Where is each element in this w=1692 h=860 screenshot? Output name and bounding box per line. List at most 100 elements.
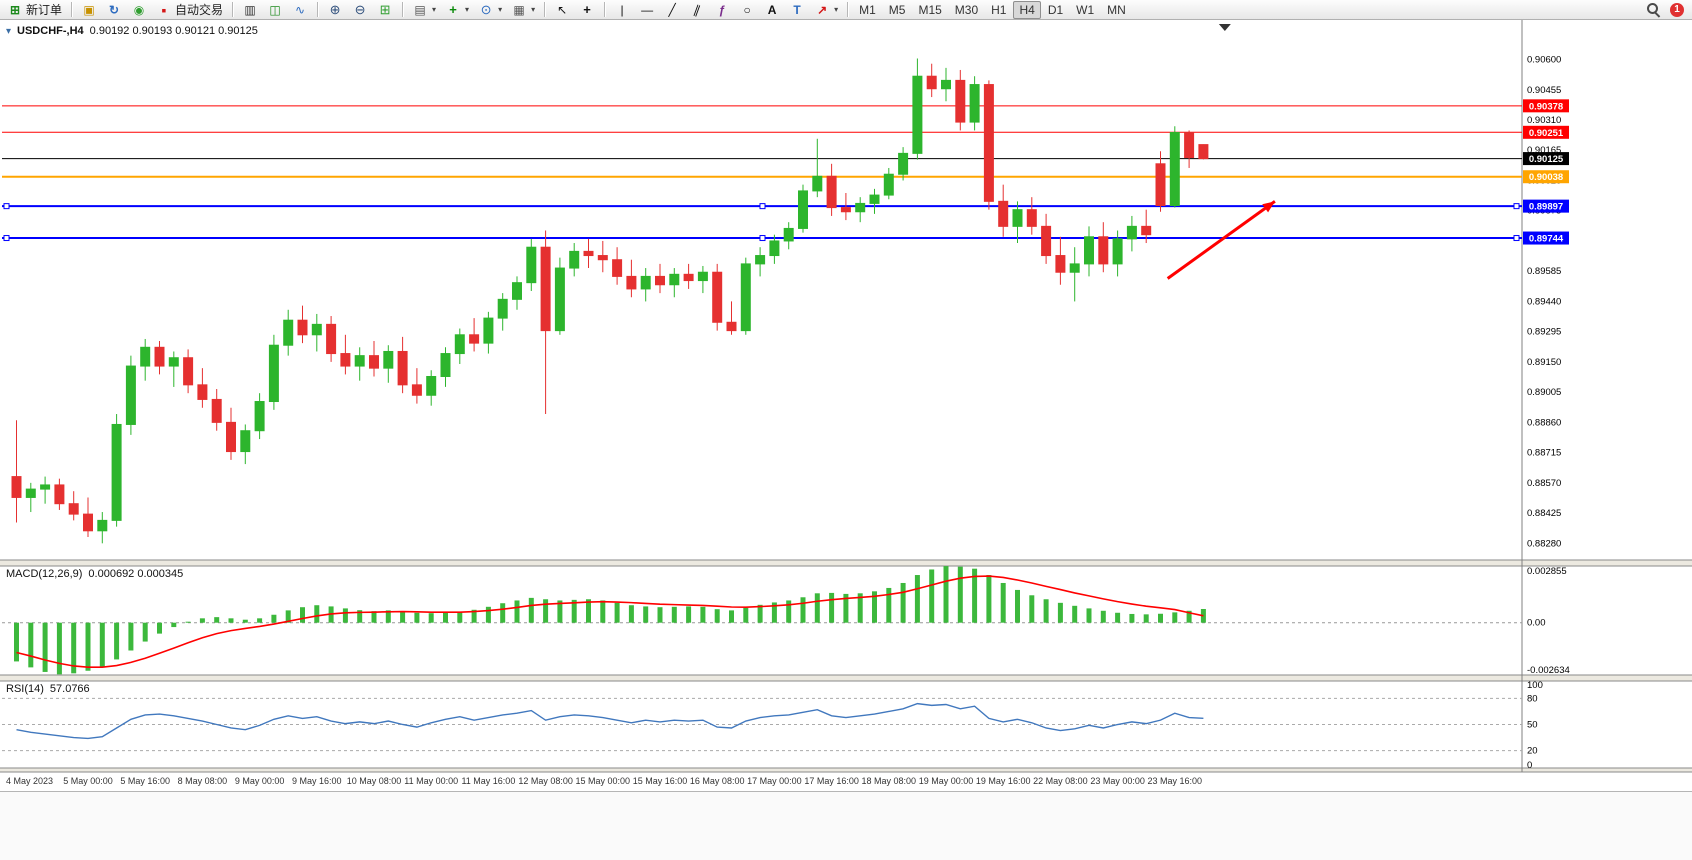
templates[interactable]: ▾ [507,1,539,19]
refresh-data[interactable] [102,1,126,19]
template-icon [511,2,527,18]
tf-D1[interactable]: D1 [1042,1,1069,19]
new-chart[interactable]: ▾ [408,1,440,19]
macd-bar [757,604,763,623]
tile-windows[interactable] [373,1,397,19]
price-axis-label: 0.88280 [1527,538,1561,549]
text-label[interactable] [785,1,809,19]
candle [669,273,680,286]
time-axis-label: 8 May 08:00 [178,776,228,786]
macd-bar [285,610,291,623]
new-chart-icon [412,2,428,18]
candle [311,323,322,336]
line-chart-mode[interactable] [288,1,312,19]
time-axis-label: 5 May 00:00 [63,776,113,786]
tf-H4[interactable]: H4 [1013,0,1041,19]
panel-splitter[interactable] [0,768,1692,772]
candle [440,353,451,377]
price-axis-label: 0.88715 [1527,448,1561,459]
shapes[interactable] [735,1,759,19]
search-icon[interactable] [1646,2,1661,17]
candle [268,344,279,403]
equidistant-channel[interactable] [685,1,709,19]
time-axis-label: 19 May 00:00 [919,776,974,786]
time-axis[interactable]: 4 May 2023 5 May 00:00 5 May 16:00 8 May 08… [6,776,1202,786]
price-axis-label: 0.89150 [1527,357,1561,368]
candle [1055,255,1066,273]
notification-badge[interactable]: 1 [1670,2,1684,17]
time-axis-label: 18 May 08:00 [862,776,917,786]
trend-arrow[interactable] [1166,200,1276,280]
horizontal-line[interactable] [635,1,659,19]
macd-bar [643,606,649,623]
tf-M5[interactable]: M5 [883,1,912,19]
tf-M30[interactable]: M30 [949,1,984,19]
zoom-in[interactable] [323,1,347,19]
price-axis-label: 0.90600 [1527,55,1561,66]
candle [640,275,651,290]
line-handle[interactable] [1513,203,1520,210]
arrows[interactable]: ▾ [810,1,842,19]
panel-splitter[interactable] [0,560,1692,566]
candle [883,173,894,196]
macd-bar [1043,599,1049,623]
candle [54,484,65,505]
price-axis-label: 0.90165 [1527,145,1561,156]
tf-M5-label: M5 [888,2,906,17]
new-order[interactable]: 新订单 [3,1,66,19]
macd-bar [1015,589,1020,623]
cursor[interactable] [550,1,574,19]
line-handle[interactable] [1513,235,1520,242]
tf-M15[interactable]: M15 [912,1,947,19]
macd-histogram [14,566,1206,675]
macd-bar [586,599,591,623]
vline-icon [614,2,630,18]
line-handle[interactable] [3,203,10,210]
time-axis-label: 10 May 08:00 [347,776,402,786]
market-watch[interactable] [77,1,101,19]
tf-M1[interactable]: M1 [853,1,882,19]
macd-bar [56,622,62,675]
chart-canvas[interactable]: 0.906000.904550.903100.901650.900200.898… [0,20,1692,791]
candle [383,350,394,369]
candle [1112,238,1123,265]
periods[interactable]: ▾ [474,1,506,19]
line-handle[interactable] [759,235,766,242]
tf-MN[interactable]: MN [1101,1,1132,19]
macd-bar [228,618,234,623]
candle [969,84,980,123]
indicators[interactable]: ▾ [441,1,473,19]
candle [326,323,337,355]
text[interactable] [760,1,784,19]
autotrading[interactable]: 自动交易 [152,1,227,19]
vertical-line[interactable] [610,1,634,19]
macd-bar [1072,605,1078,623]
candle [111,423,122,521]
macd-bar [786,600,792,623]
line-handle[interactable] [759,203,766,210]
bar-chart-mode[interactable] [238,1,262,19]
panel-splitter[interactable] [0,675,1692,681]
expert-advisors[interactable] [127,1,151,19]
ea-icon [131,2,147,18]
macd-bar [185,621,191,623]
candle [68,503,79,515]
crosshair[interactable] [575,1,599,19]
zoom-in-icon [327,2,343,18]
candle [812,175,823,192]
candlestick-mode[interactable] [263,1,287,19]
chart-window[interactable]: 0.906000.904550.903100.901650.900200.898… [0,20,1692,791]
trendline[interactable] [660,1,684,19]
line-handle[interactable] [3,235,10,242]
candle [240,430,251,453]
candle [197,384,208,400]
price-tag-label: 0.89744 [1529,234,1564,245]
macd-bar [371,611,377,623]
zoom-out[interactable] [348,1,372,19]
toolbar-separator [847,2,849,17]
fibonacci[interactable] [710,1,734,19]
macd-bar [557,600,563,623]
toolbar-separator [604,2,606,17]
tf-W1[interactable]: W1 [1070,1,1100,19]
tf-H1[interactable]: H1 [985,1,1012,19]
